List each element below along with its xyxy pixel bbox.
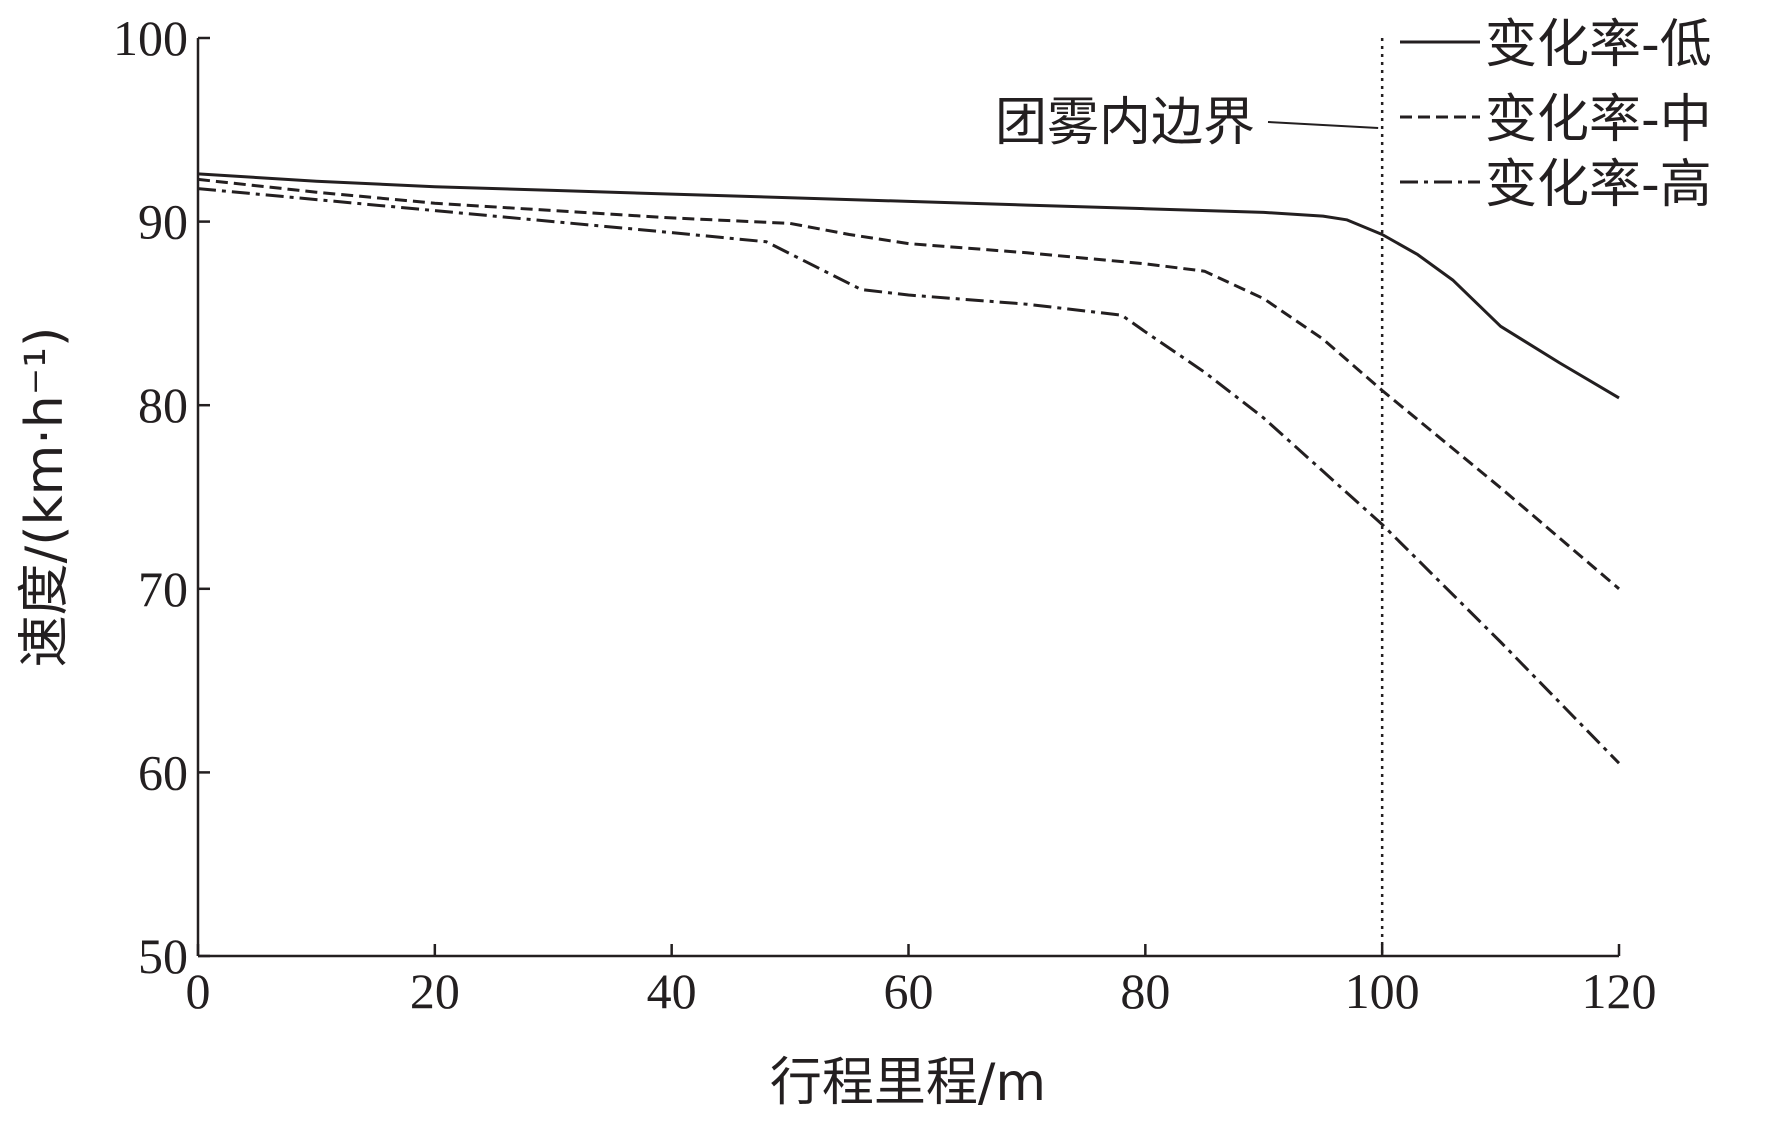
boundary-label: 团雾内边界 — [995, 93, 1255, 153]
x-axis-title: 行程里程/m — [770, 1053, 1046, 1113]
x-tick-label-80: 80 — [1120, 963, 1170, 1019]
y-tick-label-70: 70 — [138, 561, 188, 617]
x-tick-label-60: 60 — [884, 963, 934, 1019]
y-tick-label-90: 90 — [138, 194, 188, 250]
y-axis-title: 速度/(km·h⁻¹) — [15, 327, 75, 668]
x-ticks: 0 20 40 60 80 100 120 — [186, 944, 1657, 1019]
series-group — [197, 172, 1621, 765]
series-line-high — [197, 187, 1621, 765]
series-line-mid — [197, 177, 1620, 590]
y-tick-label-80: 80 — [138, 377, 188, 433]
legend-label-mid: 变化率-中 — [1485, 90, 1712, 150]
x-tick-label-20: 20 — [410, 963, 460, 1019]
y-tick-label-60: 60 — [138, 744, 188, 800]
legend: 变化率-低 变化率-中 变化率-高 — [1400, 15, 1712, 215]
boundary-leader — [1267, 121, 1379, 129]
legend-label-high: 变化率-高 — [1485, 155, 1712, 215]
legend-label-low: 变化率-低 — [1485, 15, 1712, 75]
x-tick-label-100: 100 — [1345, 963, 1420, 1019]
x-tick-label-0: 0 — [186, 963, 211, 1019]
series-line-low — [197, 172, 1620, 400]
y-ticks: 50 60 70 80 90 100 — [113, 10, 210, 984]
y-tick-label-50: 50 — [138, 928, 188, 984]
x-tick-label-120: 120 — [1582, 963, 1657, 1019]
y-tick-label-100: 100 — [113, 10, 188, 66]
x-tick-label-40: 40 — [647, 963, 697, 1019]
